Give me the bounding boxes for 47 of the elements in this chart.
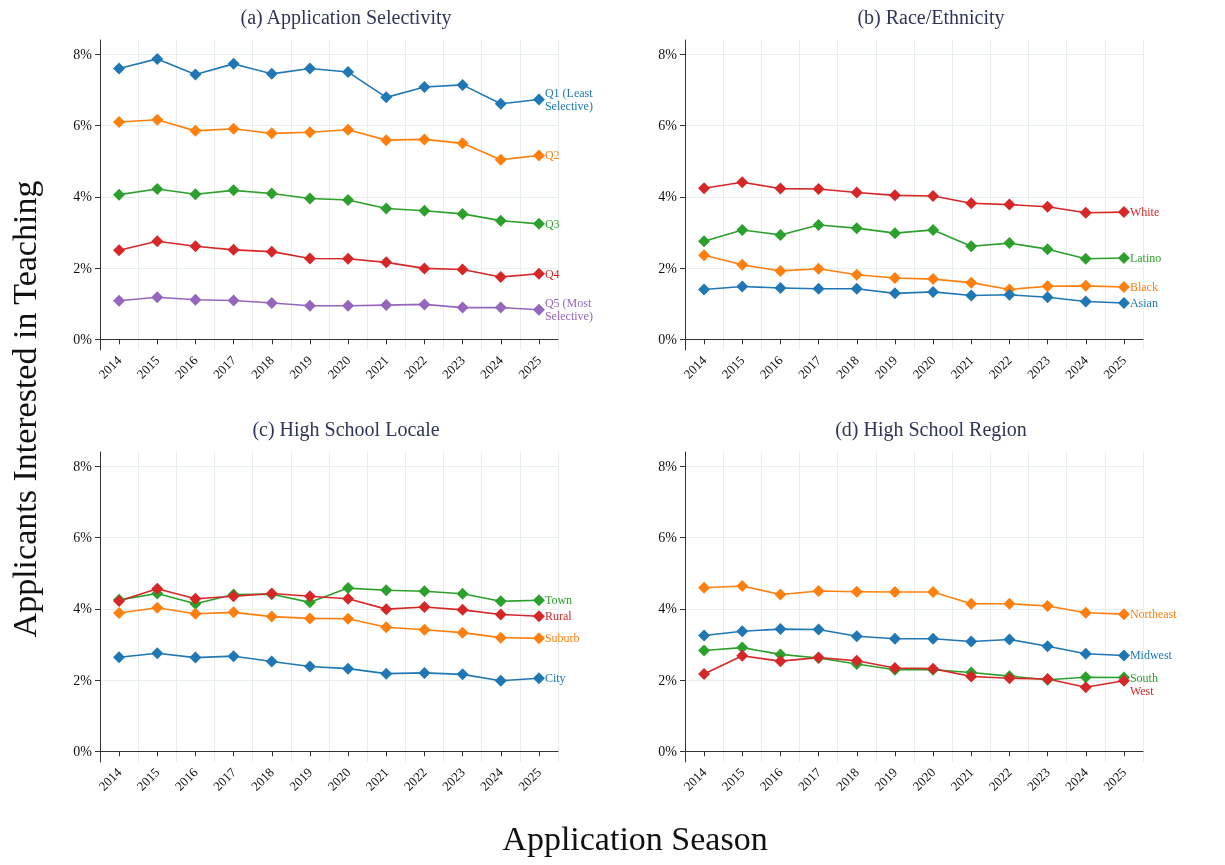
series-label: Latino [1129,251,1162,266]
series-label: Q1 (Least Selective) [544,86,596,114]
y-tick-label: 6% [658,118,678,134]
y-tick-label: 2% [73,260,93,276]
y-tick-label: 4% [73,189,93,205]
y-tick-label: 8% [658,46,678,62]
y-axis-title: Applicants Interested in Teaching [6,179,44,640]
y-tick-label: 8% [658,458,678,474]
x-axis-title: Application Season [501,820,769,858]
y-tick-label: 0% [658,743,678,759]
series-label: Suburb [544,631,580,646]
series-label: Asian [1129,295,1158,310]
chart-title: (c) High School Locale [252,418,440,441]
series-label: Black [1129,279,1158,294]
y-tick-label: 4% [658,601,678,617]
y-tick-label: 2% [658,260,678,276]
x-tick-label: 2021 [947,352,977,382]
x-tick-label: 2021 [362,764,392,794]
y-tick-label: 6% [73,118,93,134]
series-label: Town [544,593,573,608]
series-label: White [1129,205,1160,220]
series-label: Q3 [544,216,560,231]
series-label: Q4 [544,266,560,281]
series-label: Q5 (Most Selective) [544,296,595,324]
y-tick-label: 8% [73,46,93,62]
x-tick-label: 2021 [362,352,392,382]
series-label: City [544,671,566,686]
series-label: Q2 [544,148,560,163]
x-tick-label: 2021 [947,764,977,794]
y-tick-label: 4% [658,189,678,205]
y-tick-label: 4% [73,601,93,617]
y-tick-label: 2% [658,672,678,688]
y-tick-label: 0% [658,331,678,347]
series-label: West [1129,683,1155,698]
y-tick-label: 0% [73,743,93,759]
series-label: South [1129,670,1158,685]
chart-title: (b) Race/Ethnicity [857,6,1005,29]
y-tick-label: 6% [73,530,93,546]
y-tick-label: 2% [73,672,93,688]
y-tick-label: 6% [658,530,678,546]
series-label: Midwest [1129,648,1173,663]
series-label: Northeast [1129,607,1178,622]
y-tick-label: 8% [73,458,93,474]
chart-title: (d) High School Region [835,418,1027,441]
y-tick-label: 0% [73,331,93,347]
chart-title: (a) Application Selectivity [240,6,452,29]
series-label: Rural [544,609,573,624]
